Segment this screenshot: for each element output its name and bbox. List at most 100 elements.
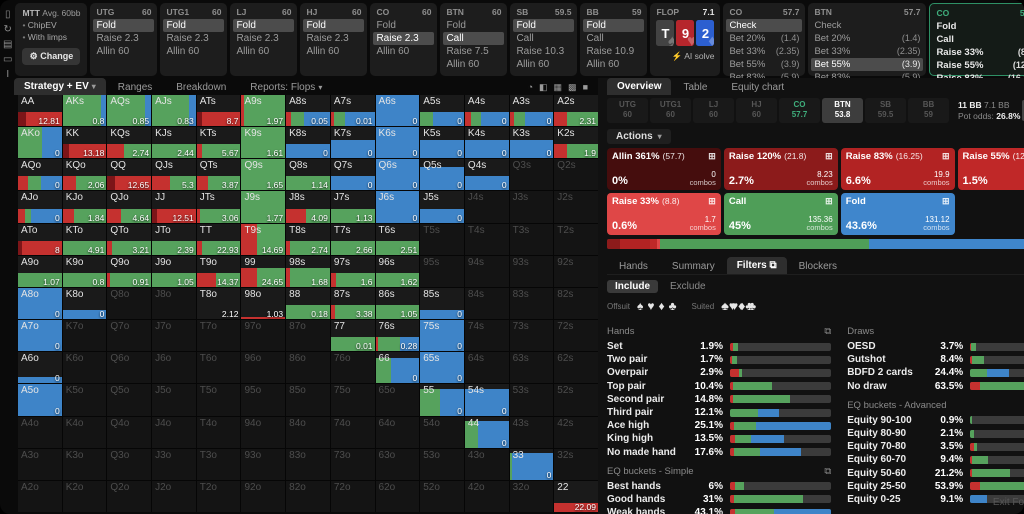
hand-cell-q6s[interactable]: Q6s 0 bbox=[375, 159, 420, 191]
hand-cell-k5o[interactable]: K5o bbox=[62, 384, 107, 416]
hand-cell-k4s[interactable]: K4s 0 bbox=[464, 127, 509, 159]
hand-cell-a5o[interactable]: A5o 0 bbox=[18, 384, 62, 416]
hand-cell-k2o[interactable]: K2o bbox=[62, 480, 107, 512]
hand-cell-72s[interactable]: 72s bbox=[554, 320, 598, 352]
hand-cell-tt[interactable]: TT 22.93 bbox=[196, 223, 241, 255]
hand-cell-q3s[interactable]: Q3s bbox=[509, 159, 554, 191]
position-pill-bb[interactable]: BB 59 bbox=[908, 98, 949, 123]
expand-grid-icon[interactable]: ⊞ bbox=[825, 151, 833, 161]
hand-cell-qjs[interactable]: QJs 5.3 bbox=[152, 159, 196, 191]
hand-cell-96o[interactable]: 96o bbox=[241, 352, 286, 384]
position-pill-utg1[interactable]: UTG1 60 bbox=[650, 98, 691, 123]
spade-suited-filter-icon[interactable]: ♠♠ bbox=[721, 299, 728, 313]
hand-cell-65o[interactable]: 65o bbox=[375, 384, 420, 416]
tab-table[interactable]: Table bbox=[683, 82, 708, 93]
spade-filter-icon[interactable]: ♠ bbox=[636, 299, 644, 313]
tab-summary[interactable]: Summary bbox=[660, 259, 727, 274]
hand-cell-82s[interactable]: 82s bbox=[554, 287, 598, 320]
expand-grid-icon[interactable]: ⊞ bbox=[708, 151, 716, 161]
hand-cell-93o[interactable]: 93o bbox=[241, 448, 286, 480]
tab-equity-chart[interactable]: Equity chart bbox=[731, 82, 785, 93]
hand-cell-86o[interactable]: 86o bbox=[286, 352, 330, 384]
action-box-raise-33[interactable]: Raise 33% (8.8) ⊞ 0.6% 1.7 combos bbox=[607, 193, 721, 235]
hand-cell-75s[interactable]: 75s 0 bbox=[420, 320, 464, 352]
hand-cell-a3o[interactable]: A3o bbox=[18, 448, 62, 480]
hand-cell-a8s[interactable]: A8s 0.05 bbox=[286, 95, 330, 127]
hand-cell-t4s[interactable]: T4s bbox=[464, 223, 509, 255]
diamond-suited-filter-icon[interactable]: ♦♦ bbox=[738, 299, 746, 313]
hand-cell-q8o[interactable]: Q8o bbox=[107, 287, 152, 320]
hand-cell-q7o[interactable]: Q7o bbox=[107, 320, 152, 352]
hand-cell-54o[interactable]: 54o bbox=[420, 416, 464, 448]
hand-cell-53s[interactable]: 53s bbox=[509, 384, 554, 416]
hand-cell-ato[interactable]: ATo 8 bbox=[18, 223, 62, 255]
position-pill-sb[interactable]: SB 59.5 bbox=[865, 98, 906, 123]
section-toggle-icon[interactable]: ⧉ bbox=[824, 465, 832, 477]
hand-cell-q6o[interactable]: Q6o bbox=[107, 352, 152, 384]
action-option-call[interactable]: Call bbox=[933, 33, 1024, 46]
hand-cell-j3o[interactable]: J3o bbox=[152, 448, 196, 480]
hand-cell-j6s[interactable]: J6s 0 bbox=[375, 191, 420, 223]
action-option-raise-2-3[interactable]: Raise 2.3 bbox=[306, 33, 349, 44]
hand-cell-t8o[interactable]: T8o 2.12 bbox=[196, 287, 241, 320]
heart-filter-icon[interactable]: ♥ bbox=[647, 299, 655, 313]
position-pill-btn[interactable]: BTN 53.8 bbox=[822, 98, 863, 123]
hand-cell-55[interactable]: 55 0 bbox=[420, 384, 464, 416]
train-icon[interactable]: ▭ bbox=[3, 54, 13, 65]
contrast-view-icon[interactable]: ◧ bbox=[539, 82, 548, 92]
save-icon[interactable]: ▤ bbox=[3, 39, 13, 50]
hand-cell-k3o[interactable]: K3o bbox=[62, 448, 107, 480]
ai-solve-button[interactable]: ⚡ AI solve bbox=[656, 51, 715, 62]
action-option-fold[interactable]: Fold bbox=[233, 19, 295, 32]
tab-blockers[interactable]: Blockers bbox=[787, 259, 849, 274]
action-option-fold[interactable]: Fold bbox=[933, 20, 1024, 33]
hand-cell-t5o[interactable]: T5o bbox=[196, 384, 241, 416]
hand-cell-kts[interactable]: KTs 5.67 bbox=[196, 127, 241, 159]
action-option-raise-7-5[interactable]: Raise 7.5 bbox=[446, 46, 489, 57]
hand-cell-88[interactable]: 88 0.18 bbox=[286, 287, 330, 320]
hand-cell-t2o[interactable]: T2o bbox=[196, 480, 241, 512]
hand-cell-j9s[interactable]: J9s 1.77 bbox=[241, 191, 286, 223]
include-toggle[interactable]: Include bbox=[607, 280, 659, 293]
hand-cell-97o[interactable]: 97o bbox=[241, 320, 286, 352]
hand-cell-ats[interactable]: ATs 8.7 bbox=[196, 95, 241, 127]
expand-grid-icon[interactable]: ⊞ bbox=[942, 196, 950, 206]
action-option-fold[interactable]: Fold bbox=[513, 19, 575, 32]
action-option-allin-60[interactable]: Allin 60 bbox=[376, 46, 410, 57]
hand-cell-83s[interactable]: 83s bbox=[509, 287, 554, 320]
hand-cell-t5s[interactable]: T5s bbox=[420, 223, 464, 255]
hand-cell-j5s[interactable]: J5s 0 bbox=[420, 191, 464, 223]
hand-cell-jts[interactable]: JTs 3.06 bbox=[196, 191, 241, 223]
hand-cell-kqs[interactable]: KQs 2.74 bbox=[107, 127, 152, 159]
hand-cell-73s[interactable]: 73s bbox=[509, 320, 554, 352]
hand-cell-85s[interactable]: 85s 0 bbox=[420, 287, 464, 320]
hand-cell-j8o[interactable]: J8o bbox=[152, 287, 196, 320]
hand-cell-k9s[interactable]: K9s 1.61 bbox=[241, 127, 286, 159]
action-option-call[interactable]: Call bbox=[516, 33, 534, 44]
hand-cell-kto[interactable]: KTo 4.91 bbox=[62, 223, 107, 255]
hand-cell-43s[interactable]: 43s bbox=[509, 416, 554, 448]
hand-cell-k8s[interactable]: K8s 0 bbox=[286, 127, 330, 159]
hand-cell-98o[interactable]: 98o 1.03 bbox=[241, 287, 286, 320]
hand-cell-32s[interactable]: 32s bbox=[554, 448, 598, 480]
hand-cell-74o[interactable]: 74o bbox=[330, 416, 375, 448]
hand-cell-94o[interactable]: 94o bbox=[241, 416, 286, 448]
action-box-call[interactable]: Call ⊞ 45% 135.36 combos bbox=[723, 193, 838, 235]
tab-filters[interactable]: Filters ⧉ bbox=[726, 257, 787, 274]
hand-cell-t9o[interactable]: T9o 14.37 bbox=[196, 255, 241, 287]
action-option-call[interactable]: Call bbox=[586, 33, 604, 44]
action-option-call[interactable]: Call bbox=[443, 32, 505, 45]
hand-cell-82o[interactable]: 82o bbox=[286, 480, 330, 512]
hand-cell-t2s[interactable]: T2s bbox=[554, 223, 598, 255]
hand-cell-86s[interactable]: 86s 1.05 bbox=[375, 287, 420, 320]
hand-cell-j2s[interactable]: J2s bbox=[554, 191, 598, 223]
action-option-bet-33[interactable]: Bet 33% (2.35) bbox=[726, 45, 802, 58]
hand-cell-qq[interactable]: QQ 12.65 bbox=[107, 159, 152, 191]
action-box-raise-120[interactable]: Raise 120% (21.8) ⊞ 2.7% 8.23 combos bbox=[723, 148, 838, 190]
hand-cell-a6s[interactable]: A6s 0 bbox=[375, 95, 420, 127]
hand-cell-q3o[interactable]: Q3o bbox=[107, 448, 152, 480]
tab-reports-flops[interactable]: Reports: Flops ▾ bbox=[238, 80, 334, 95]
action-option-bet-83[interactable]: Bet 83% (5.9) bbox=[811, 71, 923, 84]
hand-cell-62s[interactable]: 62s bbox=[554, 352, 598, 384]
hand-cell-k7s[interactable]: K7s 0 bbox=[330, 127, 375, 159]
